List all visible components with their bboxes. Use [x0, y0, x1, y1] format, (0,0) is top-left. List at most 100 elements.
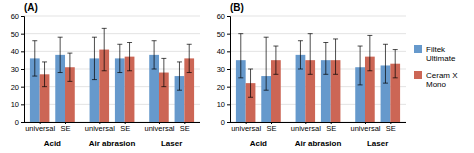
- tick-label: 40: [11, 47, 19, 56]
- grid-line: [24, 69, 200, 70]
- error-bar: [42, 62, 47, 87]
- marks: [236, 34, 400, 122]
- group-label: Acid: [44, 139, 61, 148]
- tick-mark: [21, 104, 24, 105]
- error-bar: [238, 34, 243, 78]
- tick-label: 40: [217, 47, 225, 56]
- tick: SE: [61, 122, 71, 133]
- tick-label: 30: [11, 65, 19, 74]
- group-label: Laser: [367, 139, 388, 148]
- legend-item: FiltekUltimate: [414, 45, 456, 63]
- x-axis: universal SE universal SE universal SE: [24, 122, 200, 133]
- tick-mark: [21, 51, 24, 52]
- tick: universal: [85, 122, 115, 133]
- grid: [230, 16, 406, 122]
- error-bar: [323, 43, 328, 75]
- group-label: Acid: [250, 139, 267, 148]
- tick-label: universal: [85, 124, 115, 133]
- tick-label: 60: [217, 12, 225, 21]
- error-bar: [92, 37, 97, 79]
- error-bar: [187, 44, 192, 72]
- error-bar: [102, 28, 107, 70]
- tick: SE: [267, 122, 277, 133]
- tick-label: SE: [267, 124, 277, 133]
- grid-line: [24, 122, 200, 123]
- tick-label: SE: [120, 124, 130, 133]
- title: (B): [230, 2, 244, 13]
- axis-line: [21, 17, 25, 123]
- axis-line: [230, 122, 406, 123]
- tick-mark: [21, 122, 24, 123]
- error-bar: [32, 41, 37, 76]
- panel: 0102030405060universalSEuniversalSEunive…: [217, 2, 406, 148]
- tick-label: 50: [11, 30, 19, 39]
- tick-label: 20: [11, 83, 19, 92]
- error-bars: [42, 28, 192, 86]
- group-labels: AcidAir abrasionLaser: [44, 139, 183, 148]
- axis-line: [24, 122, 200, 123]
- tick-label: 10: [11, 100, 19, 109]
- grid-line: [24, 86, 200, 87]
- tick: 50: [11, 30, 24, 39]
- tick: SE: [180, 122, 190, 133]
- bar-series: [246, 57, 400, 122]
- tick: 0: [15, 118, 24, 127]
- group-label: Air abrasion: [295, 139, 342, 148]
- tick: SE: [326, 122, 336, 133]
- legend-swatch: [414, 45, 422, 53]
- error-bar: [383, 44, 388, 83]
- grid-line: [230, 16, 406, 17]
- tick-label: 60: [11, 12, 19, 21]
- error-bar: [67, 53, 72, 81]
- grid-line: [24, 104, 200, 105]
- panel: 0102030405060universalSEuniversalSEunive…: [11, 2, 200, 148]
- tick: universal: [350, 122, 380, 133]
- tick-mark: [227, 51, 230, 52]
- tick: SE: [120, 122, 130, 133]
- error-bar: [127, 43, 132, 71]
- tick: 40: [217, 47, 230, 56]
- error-bar: [152, 41, 157, 69]
- chart: 0102030405060universalSEuniversalSEunive…: [0, 0, 474, 153]
- tick-mark: [227, 104, 230, 105]
- tick-label: universal: [231, 124, 261, 133]
- grid-line: [230, 86, 406, 87]
- tick: 60: [217, 12, 230, 21]
- tick: universal: [25, 122, 55, 133]
- error-bar: [358, 46, 363, 85]
- tick: 50: [217, 30, 230, 39]
- y-axis: 0 10 20 30 40 50 60: [11, 12, 25, 127]
- legend-label: Ceram XMono: [426, 71, 458, 89]
- tick-mark: [227, 34, 230, 35]
- tick: 10: [217, 100, 230, 109]
- error-bar: [273, 46, 278, 74]
- tick: universal: [291, 122, 321, 133]
- legend-swatch: [414, 71, 422, 79]
- tick-mark: [227, 69, 230, 70]
- grid-line: [24, 33, 200, 34]
- bar-series: [40, 50, 194, 122]
- group-labels: Acid Air abrasion Laser: [250, 139, 389, 148]
- tick-label: SE: [180, 124, 190, 133]
- tick-mark: [21, 87, 24, 88]
- tick-label: SE: [61, 124, 71, 133]
- tick-label: universal: [350, 124, 380, 133]
- grid-line: [230, 33, 406, 34]
- tick: 20: [11, 83, 24, 92]
- tick-label: 30: [217, 65, 225, 74]
- grid-line: [230, 51, 406, 52]
- legend-label: FiltekUltimate: [426, 45, 456, 63]
- tick-label: SE: [326, 124, 336, 133]
- x-axis: universalSEuniversalSEuniversalSE: [230, 122, 406, 133]
- marks: [30, 28, 194, 122]
- tick-label: universal: [25, 124, 55, 133]
- tick: 30: [11, 65, 24, 74]
- tick-label: universal: [144, 124, 174, 133]
- tick: universal: [144, 122, 174, 133]
- tick: 60: [11, 12, 24, 21]
- error-bar: [367, 35, 372, 70]
- error-bar: [333, 39, 338, 74]
- error-bar: [264, 37, 269, 90]
- tick: 20: [217, 83, 230, 92]
- error-bar: [58, 37, 63, 72]
